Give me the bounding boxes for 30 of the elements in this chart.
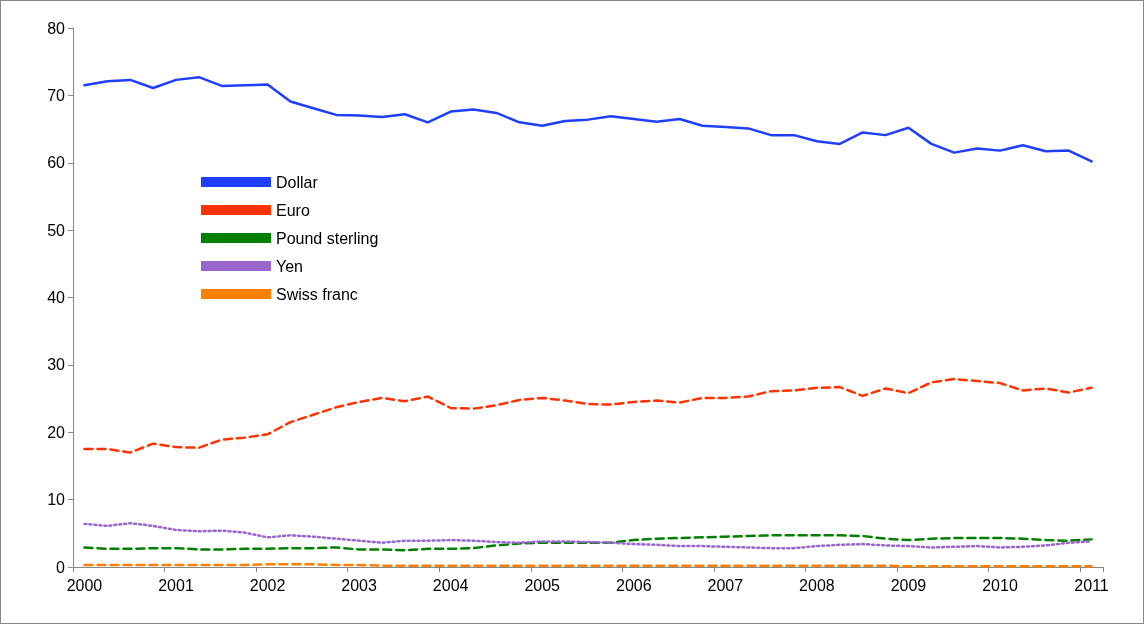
legend-label: Euro (276, 201, 310, 219)
x-tick-label: 2000 (66, 576, 103, 594)
x-tick-label: 2002 (249, 576, 286, 594)
y-tick-label: 70 (47, 86, 66, 104)
line-series (83, 377, 1093, 454)
x-tick-label: 2011 (1074, 576, 1109, 594)
x-tick-label: 2010 (982, 576, 1018, 594)
line-series (83, 75, 1093, 163)
x-tick-label: 2001 (158, 576, 194, 594)
line-series (83, 534, 1093, 552)
line-series (83, 521, 1093, 550)
legend-label: Dollar (276, 173, 319, 191)
y-tick-label: 50 (47, 221, 66, 239)
legend-label: Swiss franc (276, 285, 358, 303)
y-tick-label: 0 (56, 558, 66, 576)
x-tick-label: 2004 (432, 576, 469, 594)
x-tick-label: 2003 (341, 576, 378, 594)
legend-label: Yen (276, 257, 303, 275)
y-tick-label: 40 (47, 289, 66, 306)
legend-label: Pound sterling (276, 229, 379, 247)
x-tick-label: 2005 (524, 576, 561, 594)
y-tick-label: 20 (47, 423, 66, 441)
y-tick-label: 10 (47, 491, 66, 509)
y-tick-label: 60 (47, 154, 66, 172)
y-tick-label: 80 (47, 19, 66, 37)
y-tick-label: 30 (47, 356, 66, 374)
x-tick-label: 2009 (890, 576, 927, 594)
x-tick-label: 2008 (799, 576, 835, 594)
x-tick-label: 2006 (615, 576, 652, 594)
x-tick-label: 2007 (707, 576, 744, 594)
